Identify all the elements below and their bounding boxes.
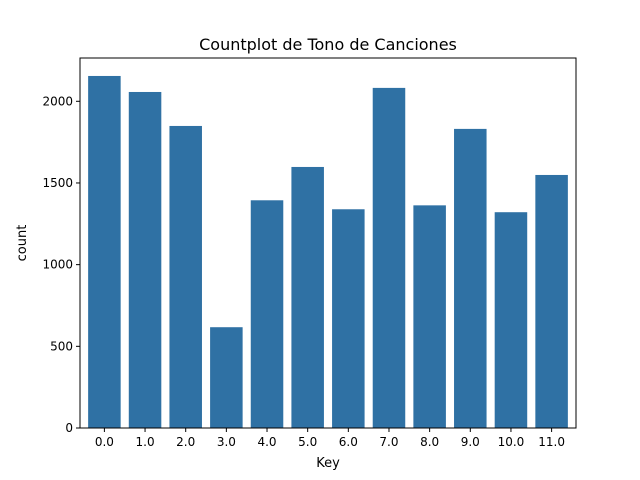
y-tick-label: 1500 [42,176,73,190]
x-axis-label: Key [316,456,340,471]
y-axis-label: count [15,225,30,262]
x-tick-label: 5.0 [298,435,317,449]
x-tick-label: 8.0 [420,435,439,449]
bar-8.0 [413,205,446,428]
bar-6.0 [332,209,365,428]
x-tick-label: 1.0 [136,435,155,449]
x-tick-label: 9.0 [461,435,480,449]
x-tick-label: 11.0 [538,435,565,449]
bar-1.0 [128,91,162,428]
ticks-layer: 0.0 1.0 2.0 3.0 4.0 5.0 6.0 7.0 8.0 9.0 10.0 11.0 0 5… [42,94,565,449]
x-tick-label: 10.0 [498,435,525,449]
bars-layer [88,75,568,429]
bar-11.0 [535,174,568,428]
x-tick-label: 7.0 [379,435,398,449]
bar-10.0 [494,212,528,428]
bar-7.0 [372,87,406,428]
plot-frame [79,57,577,429]
y-tick-label: 1000 [42,258,73,272]
bar-0.0 [88,75,121,429]
y-tick-label: 2000 [42,94,73,108]
chart-title: Countplot de Tono de Canciones [199,35,457,54]
bar-4.0 [250,200,284,428]
bar-3.0 [210,327,243,428]
bar-5.0 [291,166,324,428]
bar-9.0 [454,128,487,428]
x-tick-label: 0.0 [95,435,114,449]
y-tick-label: 0 [65,421,73,435]
x-tick-label: 6.0 [339,435,358,449]
bar-2.0 [169,125,202,429]
y-tick-label: 500 [50,339,73,353]
x-tick-label: 3.0 [217,435,236,449]
x-tick-label: 4.0 [257,435,276,449]
x-tick-label: 2.0 [176,435,195,449]
